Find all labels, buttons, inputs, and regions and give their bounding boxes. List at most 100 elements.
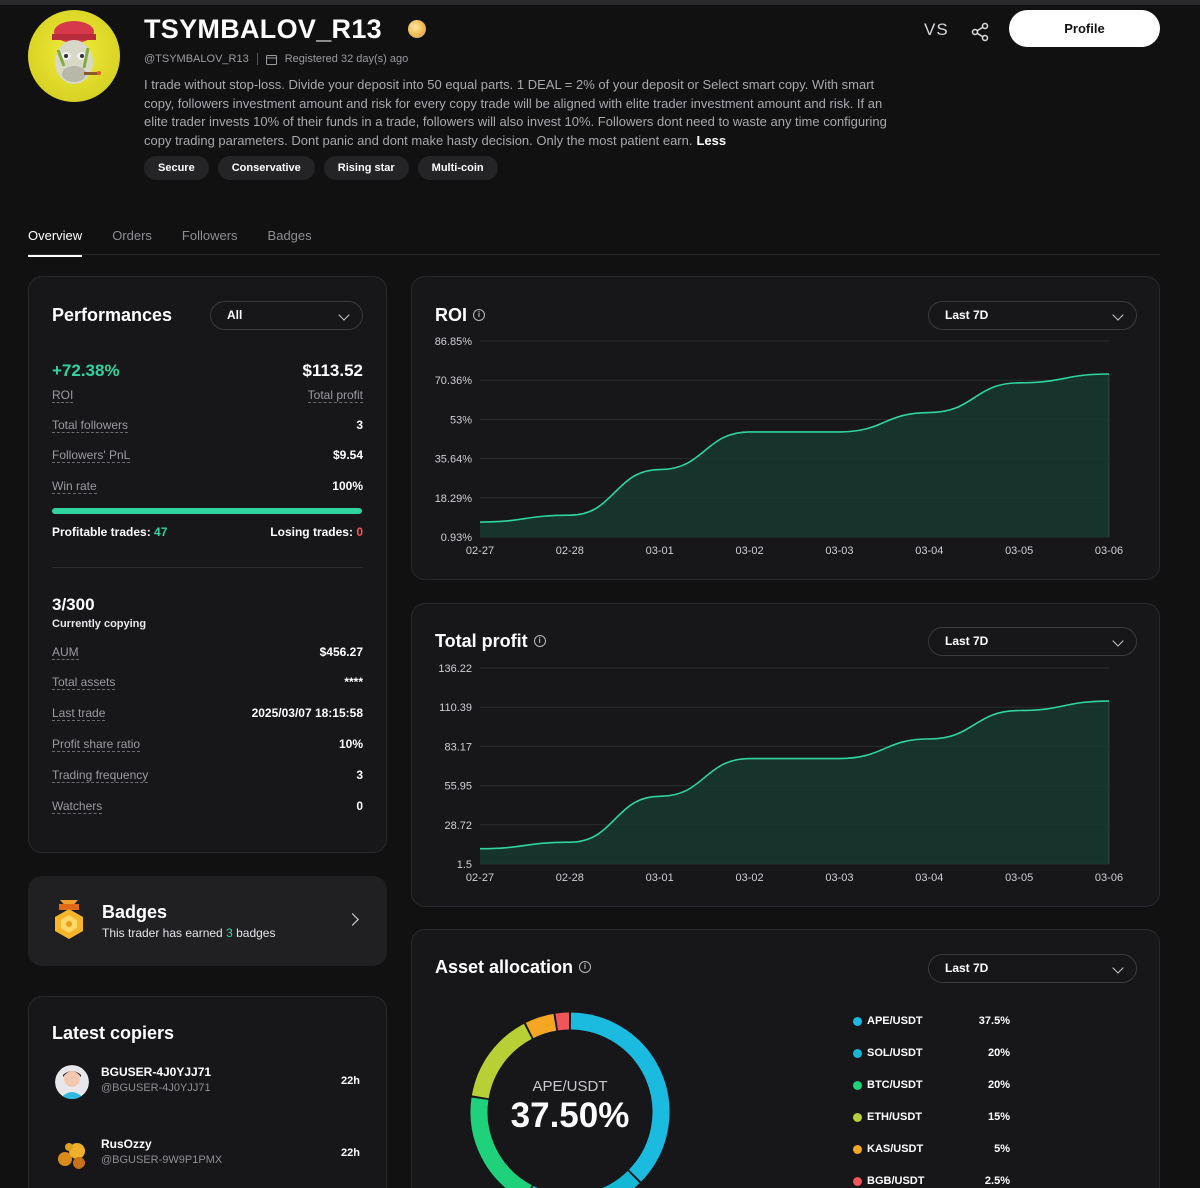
roi-range-select[interactable]: Last 7D <box>928 301 1137 330</box>
trader-handle: @TSYMBALOV_R13 <box>144 53 249 65</box>
stat-row-aum: AUM $456.27 <box>52 645 363 660</box>
legend-dot <box>853 1145 862 1154</box>
total-profit-value: $113.52 <box>302 361 363 380</box>
asset-allocation-card: Asset allocation i Last 7D APE/USDT 37.50… <box>411 929 1160 1188</box>
copier-avatar <box>58 1143 85 1169</box>
copier-item[interactable]: BGUSER-4J0YJJ71 @BGUSER-4J0YJJ71 22h <box>51 1063 360 1103</box>
roi-card-title: ROI <box>435 305 468 325</box>
donut-slice[interactable] <box>471 1023 533 1099</box>
y-tick-label: 18.29% <box>435 493 473 505</box>
badges-title: Badges <box>102 902 168 922</box>
stat-label: Win rate <box>52 479 97 494</box>
trader-bio: I trade without stop-loss. Divide your d… <box>144 76 904 150</box>
total-profit-card: Total profit i Last 7D 136.22 110.39 83.17 5… <box>411 603 1160 907</box>
donut-slice[interactable] <box>530 1170 640 1188</box>
stat-label: Followers' PnL <box>52 448 131 463</box>
profile-button[interactable]: Profile <box>1009 10 1160 47</box>
bio-less-link[interactable]: Less <box>696 132 727 148</box>
info-icon[interactable]: i <box>473 309 486 321</box>
legend-value: 20% <box>987 1079 1010 1091</box>
x-tick-label: 03-02 <box>736 545 764 557</box>
copiers-title: Latest copiers <box>52 1023 175 1043</box>
trader-level-badge-icon <box>408 20 426 38</box>
profit-card-title-wrap: Total profit i <box>435 631 546 652</box>
stat-label: Profit share ratio <box>52 737 141 752</box>
copier-name: BGUSER-4J0YJJ71 <box>101 1065 212 1079</box>
stat-label: Total followers <box>52 418 129 433</box>
stat-label: AUM <box>52 645 79 660</box>
profit-range-select[interactable]: Last 7D <box>928 627 1137 656</box>
tab-overview[interactable]: Overview <box>28 228 83 257</box>
profitable-value: 47 <box>154 525 168 539</box>
profit-range-value: Last 7D <box>945 634 989 648</box>
top-strip <box>0 0 1200 5</box>
badges-sub-suffix: badges <box>236 926 276 940</box>
allocation-range-select[interactable]: Last 7D <box>928 954 1137 983</box>
x-tick-label: 02-28 <box>556 545 584 557</box>
stat-label: Total assets <box>52 675 116 690</box>
roi-card: ROI i Last 7D 86.85% 70.36% 53% 35.64% 18.29%… <box>411 276 1160 580</box>
stat-label: Trading frequency <box>52 768 149 783</box>
donut-center-label: APE/USDT <box>532 1078 608 1095</box>
performance-filter-select[interactable]: All <box>210 301 363 330</box>
trader-tags: Secure Conservative Rising star Multi-co… <box>144 156 498 180</box>
donut-center-value: 37.50% <box>510 1096 630 1135</box>
share-icon[interactable] <box>970 22 990 42</box>
x-tick-label: 03-01 <box>646 872 674 884</box>
legend-value: 5% <box>994 1143 1010 1155</box>
stat-value: 100% <box>332 479 363 493</box>
stat-value: 0 <box>356 799 363 813</box>
legend-value: 37.5% <box>978 1015 1010 1027</box>
chevron-right-icon <box>346 913 359 926</box>
copier-handle: @BGUSER-4J0YJJ71 <box>101 1082 211 1094</box>
stat-row-followers-pnl: Followers' PnL $9.54 <box>52 448 363 463</box>
legend-label: APE/USDT <box>867 1015 923 1027</box>
total-profit-label: Total profit <box>307 388 363 403</box>
legend-dot <box>853 1177 862 1186</box>
copier-time: 22h <box>341 1075 360 1087</box>
badges-card[interactable]: Badges This trader has earned 3 badges <box>28 876 387 966</box>
y-tick-label: 55.95 <box>444 781 472 793</box>
vs-compare-button[interactable]: VS <box>924 20 949 39</box>
stat-row-watchers: Watchers 0 <box>52 799 363 814</box>
legend-value: 15% <box>987 1111 1010 1123</box>
x-tick-label: 03-02 <box>736 872 764 884</box>
tag-secure: Secure <box>144 156 209 180</box>
badges-count: 3 <box>226 926 233 940</box>
info-icon[interactable]: i <box>579 961 592 973</box>
x-tick-label: 03-04 <box>915 545 943 557</box>
info-icon[interactable]: i <box>533 635 546 647</box>
copying-count: 3/300 <box>52 595 95 614</box>
x-tick-label: 02-28 <box>556 872 584 884</box>
legend-label: KAS/USDT <box>867 1143 924 1155</box>
tab-followers[interactable]: Followers <box>181 228 238 243</box>
x-tick-label: 03-03 <box>825 872 853 884</box>
x-tick-label: 03-04 <box>915 872 943 884</box>
stat-value: 10% <box>338 737 363 751</box>
donut-slice[interactable] <box>555 1012 570 1031</box>
tab-badges[interactable]: Badges <box>267 228 312 243</box>
donut-slice[interactable] <box>570 1012 670 1182</box>
calendar-icon <box>265 54 277 65</box>
profit-line <box>479 700 1110 850</box>
roi-card-title-wrap: ROI i <box>435 305 486 326</box>
copier-item[interactable]: RusOzzy @BGUSER-9W9P1PMX 22h <box>51 1135 360 1175</box>
profitable-trades: Profitable trades: 47 <box>52 525 167 539</box>
win-rate-bar <box>52 508 362 514</box>
tab-orders[interactable]: Orders <box>112 228 152 243</box>
losing-label: Losing trades: <box>270 525 353 539</box>
losing-value: 0 <box>356 525 363 539</box>
stat-value: $456.27 <box>319 645 363 659</box>
bio-text: I trade without stop-loss. Divide your d… <box>144 77 887 148</box>
x-tick-label: 03-05 <box>1005 545 1033 557</box>
trader-name: TSYMBALOV_R13 <box>144 14 382 44</box>
allocation-card-title-wrap: Asset allocation i <box>435 957 592 978</box>
stat-row-last-trade: Last trade 2025/03/07 18:15:58 <box>52 706 363 721</box>
donut-slice[interactable] <box>525 1013 557 1039</box>
perf-divider <box>52 567 363 568</box>
copier-name: RusOzzy <box>101 1137 152 1151</box>
allocation-card-title: Asset allocation <box>435 957 574 977</box>
losing-trades: Losing trades: 0 <box>270 525 363 539</box>
donut-slice[interactable] <box>470 1097 532 1188</box>
performance-filter-value: All <box>227 308 243 322</box>
